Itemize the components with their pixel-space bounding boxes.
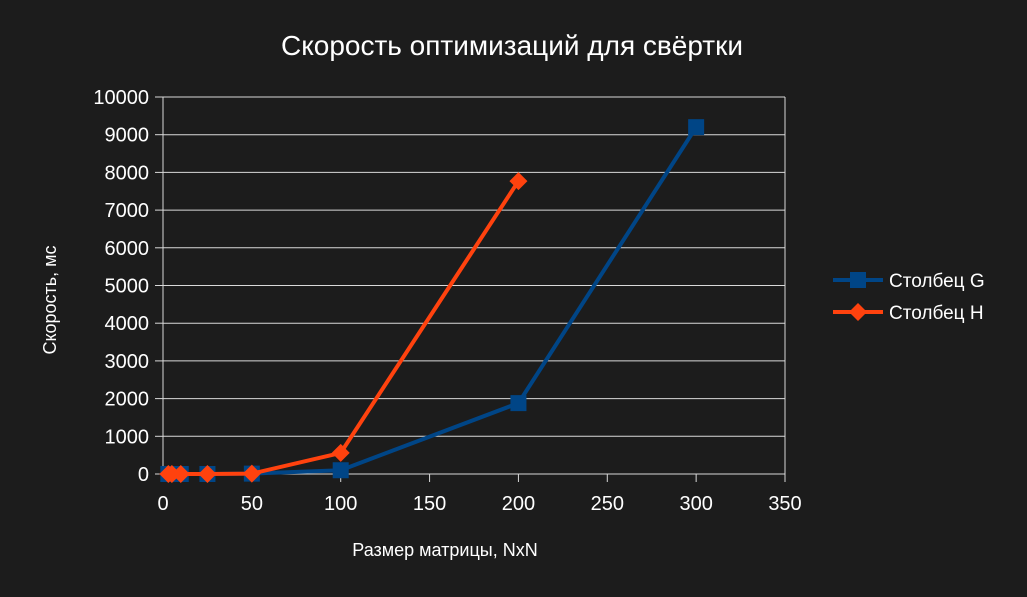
x-axis-title: Размер матрицы, NxN [352,540,537,560]
data-point [198,465,217,483]
y-tick-label: 0 [138,464,149,486]
x-tick-label: 300 [679,493,712,515]
y-tick-label: 5000 [105,276,150,298]
y-tick-label: 4000 [105,313,150,335]
y-tick-label: 9000 [105,125,150,147]
data-point [509,172,528,191]
series-line [168,179,521,476]
x-tick-label: 0 [157,493,168,515]
legend-label: Столбец H [889,303,984,324]
data-point [688,119,705,136]
legend-marker [849,303,867,321]
legend-marker [850,272,866,288]
y-tick-label: 1000 [105,426,150,448]
y-tick-label: 7000 [105,200,150,222]
data-point [510,395,527,412]
x-tick-label: 50 [241,493,263,515]
series-2 [159,172,528,483]
series-line [168,126,698,476]
y-tick-label: 3000 [105,351,150,373]
y-tick-label: 8000 [105,162,150,184]
y-axis-ticks: 0 1000 2000 3000 4000 5000 6000 7000 8000 9000 100… [93,87,163,486]
data-point [171,465,190,483]
x-axis-ticks: 0 50 100 150 200 250 300 350 [157,474,802,515]
data-point [332,462,349,479]
y-tick-label: 2000 [105,389,150,411]
legend-item: Столбец G [833,271,985,292]
x-tick-label: 100 [324,493,357,515]
x-tick-label: 250 [591,493,624,515]
x-tick-label: 200 [502,493,535,515]
series [159,119,705,483]
y-tick-label: 6000 [105,238,150,260]
legend-label: Столбец G [889,271,985,292]
y-tick-label: 10000 [93,87,149,109]
x-tick-label: 150 [413,493,446,515]
series-1 [160,119,705,482]
legend: Столбец G Столбец H [833,271,985,324]
data-point [331,443,350,462]
data-point [242,464,261,483]
grid [163,96,785,475]
legend-item: Столбец H [833,303,984,324]
x-tick-label: 350 [768,493,801,515]
y-axis-title: Скорость, мс [40,245,60,354]
chart-title: Скорость оптимизаций для свёртки [281,30,743,61]
